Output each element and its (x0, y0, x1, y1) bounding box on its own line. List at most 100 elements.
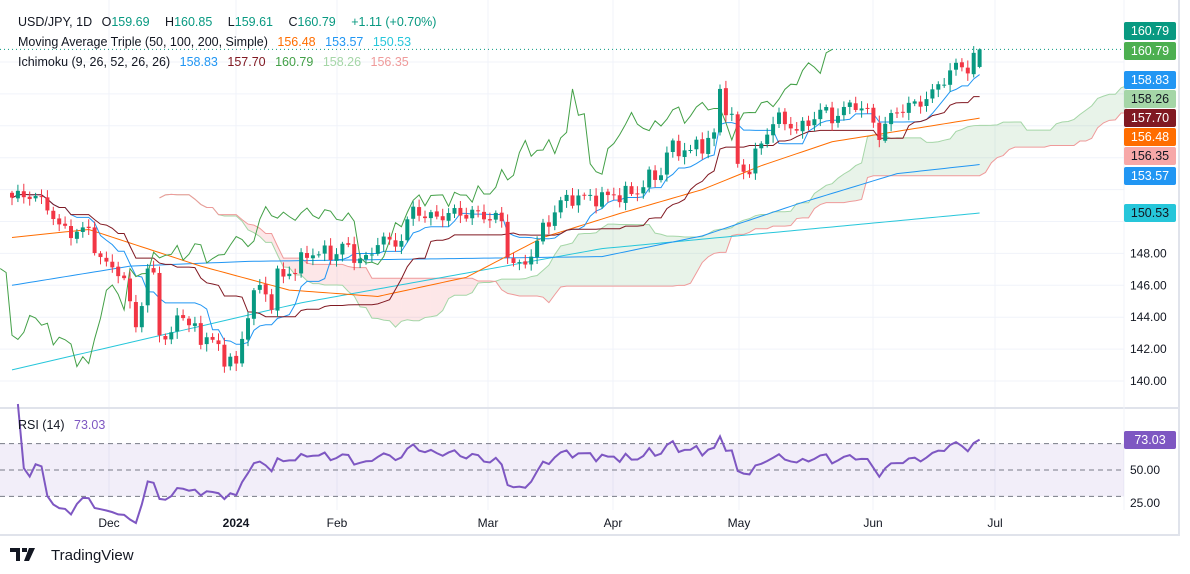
ichimoku-cloud-segment (460, 278, 467, 296)
ichimoku-cloud-segment (584, 233, 591, 287)
x-tick-label: Jul (987, 516, 1002, 530)
ichimoku-cloud-segment (973, 125, 980, 176)
candle-body (263, 284, 268, 295)
candle-body (959, 62, 964, 68)
ichimoku-cloud-segment (371, 278, 378, 319)
price-badge: 153.57 (1124, 167, 1176, 185)
candle-body (428, 212, 433, 219)
ichimoku-cloud-segment (950, 131, 956, 176)
candle-body (287, 273, 292, 277)
candle-body (824, 107, 829, 111)
ichimoku-cloud-segment (578, 233, 585, 287)
ichimoku-legend[interactable]: Ichimoku (9, 26, 52, 26, 26) 158.83 157.… (18, 55, 415, 70)
candle-body (918, 101, 923, 107)
y-tick-label: 146.00 (1130, 278, 1167, 292)
ichimoku-cloud-segment (619, 224, 626, 287)
open-value: 159.69 (111, 15, 150, 29)
ichimoku-cloud-segment (867, 134, 874, 178)
candle-body (729, 113, 734, 115)
ichimoku-cloud-segment (843, 170, 850, 203)
candle-body (712, 132, 717, 139)
ichimoku-cloud-segment (985, 125, 992, 173)
candle-body (664, 152, 669, 175)
ichimoku-cloud-segment (342, 264, 349, 292)
ichimoku-cloud-segment (696, 236, 703, 273)
candle-body (204, 337, 209, 345)
candle-body (552, 212, 557, 226)
candle-body (653, 170, 658, 180)
candle-body (51, 210, 56, 220)
y-tick-label: 142.00 (1130, 342, 1167, 356)
ichimoku-cloud-segment (891, 137, 897, 176)
ichimoku-cloud-segment (932, 141, 939, 176)
candle-body (682, 150, 687, 157)
x-tick-label: Apr (604, 516, 623, 530)
candle-body (523, 261, 528, 265)
candle-body (977, 49, 982, 67)
candle-body (723, 88, 728, 116)
y-tick-label: 140.00 (1130, 374, 1167, 388)
y-tick-label: 148.00 (1130, 246, 1167, 260)
ichimoku-cloud-segment (808, 193, 815, 218)
ichimoku-cloud-segment (731, 222, 738, 236)
candle-body (812, 119, 817, 126)
ichimoku-cloud-segment (678, 236, 685, 286)
candle-body (175, 315, 180, 332)
ma50-value: 156.48 (277, 35, 316, 49)
symbol-legend[interactable]: USD/JPY, 1D O159.69 H160.85 L159.61 C160… (18, 15, 442, 30)
ichimoku-cloud-segment (425, 278, 431, 318)
ichimoku-cloud-segment (1079, 110, 1086, 142)
ichimoku-cloud-segment (1015, 122, 1021, 148)
candle-body (346, 243, 351, 245)
rsi-legend[interactable]: RSI (14) 73.03 (18, 418, 111, 433)
candle-body (741, 164, 746, 172)
senkou-span-a-line (159, 85, 1128, 328)
ichimoku-cloud-segment (956, 129, 962, 176)
candle-body (830, 107, 835, 124)
ichimoku-cloud-segment (1068, 119, 1074, 146)
candle-body (139, 306, 144, 328)
ichimoku-cloud-segment (879, 134, 886, 176)
rsi-line (16, 403, 981, 525)
ichimoku-cloud-segment (360, 267, 366, 308)
rsi-title: RSI (14) (18, 418, 65, 432)
ichimoku-cloud-segment (690, 236, 697, 284)
candle-body (794, 129, 799, 131)
candle-body (535, 240, 540, 258)
candle-body (80, 227, 85, 232)
candle-body (847, 102, 852, 107)
ichimoku-cloud-segment (318, 264, 325, 286)
low-label: L (227, 15, 235, 29)
candle-body (393, 240, 398, 247)
x-tick-label: May (728, 516, 751, 530)
ichimoku-cloud-segment (991, 124, 998, 163)
ichimoku-cloud-segment (914, 137, 921, 176)
ichimoku-cloud-segment (666, 236, 673, 287)
ichimoku-cloud-segment (277, 246, 284, 267)
candle-body (476, 210, 481, 212)
ma-legend[interactable]: Moving Average Triple (50, 100, 200, Sim… (18, 35, 417, 50)
candle-body (965, 67, 970, 74)
ma50-line (11, 117, 980, 297)
candle-body (647, 169, 652, 188)
rsi-value: 73.03 (74, 418, 106, 432)
candle-body (541, 222, 545, 242)
ichimoku-cloud-segment (519, 278, 526, 297)
tenkan-value: 158.83 (179, 55, 218, 69)
chart-frame (0, 0, 1180, 536)
ma100-value: 153.57 (325, 35, 364, 49)
candle-body (777, 112, 781, 124)
candle-body (895, 112, 899, 114)
price-badge: 156.35 (1124, 147, 1176, 165)
candle-body (417, 207, 422, 216)
close-value: 160.79 (297, 15, 336, 29)
candle-body (440, 216, 445, 221)
ichimoku-cloud-segment (442, 278, 449, 311)
tradingview-logo[interactable]: TradingView (10, 546, 134, 564)
ichimoku-cloud-segment (283, 258, 290, 268)
candle-body (900, 111, 905, 113)
candle-body (104, 257, 109, 262)
ichimoku-cloud-segment (548, 254, 555, 303)
ichimoku-cloud-segment (855, 162, 862, 201)
